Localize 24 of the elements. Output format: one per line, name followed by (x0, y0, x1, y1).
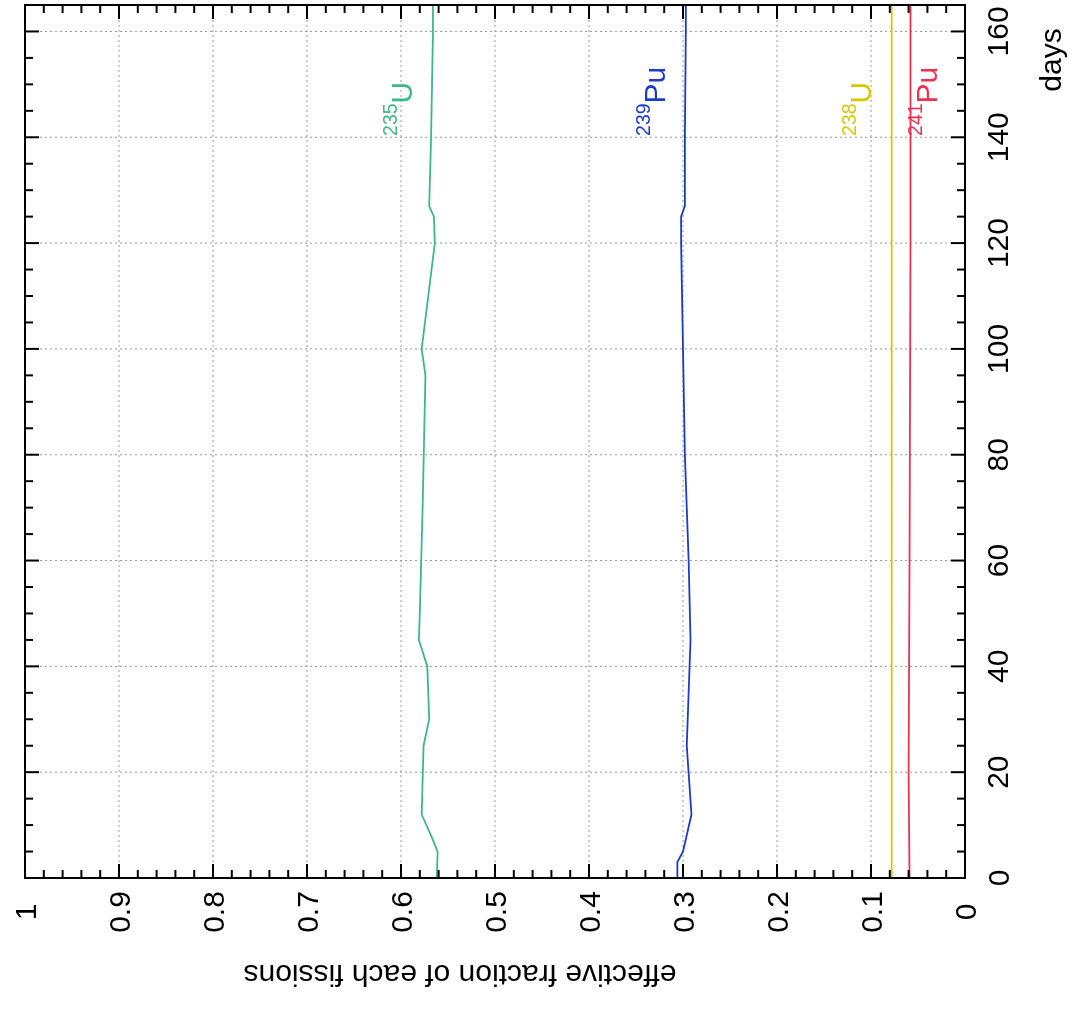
y-axis-title: days (1033, 28, 1067, 92)
y-tick-label: 100 (981, 323, 1015, 374)
line-series (417, 4, 439, 879)
y-tick-label: 120 (981, 218, 1015, 269)
y-tick-label: 140 (981, 112, 1015, 163)
y-tick-label: 60 (981, 543, 1015, 578)
x-tick-label: 0.6 (384, 891, 418, 933)
x-tick-label: 0.8 (196, 891, 230, 933)
line-series (676, 4, 693, 879)
x-tick-label: 0.9 (102, 891, 136, 933)
y-tick-label: 20 (981, 755, 1015, 789)
y-tick-label: 80 (981, 438, 1015, 472)
x-tick-label: 0.4 (572, 891, 606, 933)
x-axis-title: effective fraction of each fissions (243, 958, 677, 992)
x-tick-label: 0.3 (666, 891, 700, 933)
x-tick-label: 0.7 (290, 891, 324, 933)
x-tick-label: 0.2 (760, 891, 794, 933)
x-tick-label: 1 (8, 903, 42, 921)
x-tick-label: 0 (948, 903, 982, 921)
y-tick-label: 0 (981, 869, 1015, 887)
x-tick-label: 0.5 (478, 891, 512, 933)
y-tick-label: 160 (981, 6, 1015, 57)
y-tick-label: 40 (981, 649, 1015, 684)
x-tick-label: 0.1 (854, 891, 888, 933)
